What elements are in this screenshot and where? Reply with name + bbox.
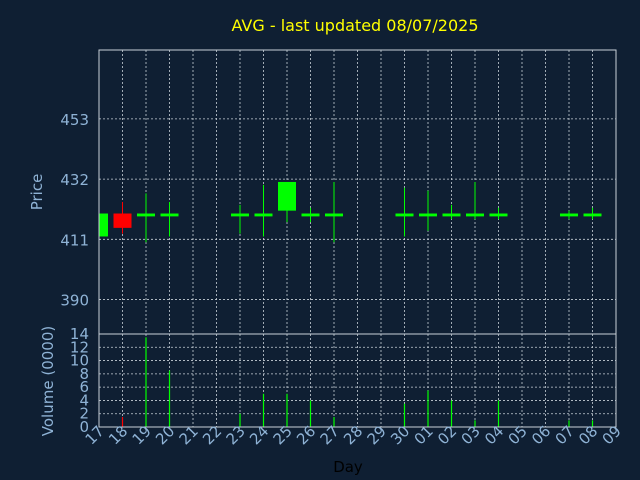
volume-tick-label: 6 [79,378,89,396]
candle-body-19 [137,213,155,217]
x-tick-label: 22 [199,422,225,448]
candle-body-20 [160,213,179,217]
x-tick-label: 05 [505,422,531,448]
price-axis-label: Price [28,174,46,211]
x-axis-label: Day [333,458,363,476]
price-candles [98,181,602,243]
price-gridlines [99,50,616,334]
volume-tick-label: 14 [70,325,89,343]
x-tick-label: 18 [105,422,131,448]
volume-tick-label: 10 [70,352,89,370]
x-tick-label: 03 [458,422,484,448]
price-tick-label: 411 [60,231,89,249]
x-tick-label: 30 [387,422,413,448]
volume-axis-label: Volume (0000) [39,326,57,436]
x-tick-label: 23 [223,422,249,448]
x-tick-label: 29 [364,422,390,448]
price-tick-label: 432 [60,171,89,189]
volume-tick-label: 12 [70,338,89,356]
x-tick-label: 26 [293,422,319,448]
candle-body-26 [301,213,320,217]
volume-tick-label: 8 [79,365,89,383]
price-tick-label: 390 [60,292,89,310]
x-tick-label: 28 [340,422,366,448]
volume-panel-frame [98,333,617,428]
volume-bars [121,337,594,427]
x-tick-label: 21 [176,422,202,448]
chart-title: AVG - last updated 08/07/2025 [232,16,479,35]
x-tick-label: 27 [317,422,343,448]
x-tick-label: 04 [481,422,507,448]
price-y-ticks: 390 411 432 453 [60,111,89,310]
candle-body-30 [395,213,414,217]
volume-gridlines [99,334,616,427]
candle-body-25 [278,181,296,211]
candle-body-17 [99,213,108,237]
x-tick-label: 06 [528,422,554,448]
x-tick-label: 01 [411,422,437,448]
x-tick-label: 09 [599,422,625,448]
x-ticks: 1718192021222324252627282930010203040506… [82,422,625,448]
candle-body-02 [442,213,461,217]
candle-body-03 [466,213,484,217]
candle-body-01 [419,213,437,217]
volume-tick-label: 4 [79,391,89,409]
x-tick-label: 02 [434,422,460,448]
volume-tick-label: 2 [79,405,89,423]
candle-body-08 [583,213,602,217]
candle-body-07 [560,213,578,217]
candle-body-23 [231,213,249,217]
candle-body-18 [113,213,132,228]
x-tick-label: 20 [152,422,178,448]
candle-body-04 [489,213,508,217]
x-tick-label: 24 [246,422,272,448]
x-tick-label: 08 [575,422,601,448]
x-tick-label: 07 [552,422,578,448]
x-tick-label: 19 [129,422,155,448]
volume-tick-label: 0 [79,418,89,436]
candle-body-27 [325,213,343,217]
candle-body-24 [254,213,273,217]
x-tick-label: 25 [270,422,296,448]
price-tick-label: 453 [60,111,89,129]
